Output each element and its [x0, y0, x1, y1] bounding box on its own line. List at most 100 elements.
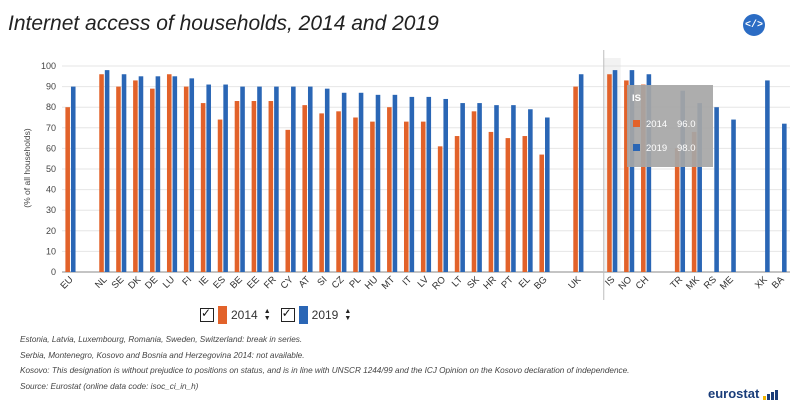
- bar-2014-SI[interactable]: [319, 113, 324, 272]
- bar-2014-HU[interactable]: [370, 121, 375, 273]
- bar-2019-ES[interactable]: [223, 84, 228, 272]
- bar-2019-NO[interactable]: [629, 70, 635, 273]
- bar-2019-BA[interactable]: [782, 123, 787, 273]
- bar-2014-EU[interactable]: [65, 107, 70, 272]
- x-tick-label: SI: [315, 274, 329, 288]
- bar-2019-IE[interactable]: [206, 84, 211, 272]
- bar-2019-SE[interactable]: [121, 74, 127, 272]
- y-tick-label: 20: [46, 226, 56, 236]
- legend-label-2019: 2019: [311, 308, 339, 322]
- bar-2019-IT[interactable]: [409, 96, 415, 273]
- bar-2014-CY[interactable]: [285, 129, 291, 272]
- bar-2014-BE[interactable]: [234, 101, 240, 272]
- x-tick-label: CY: [279, 274, 297, 292]
- x-tick-label: HR: [481, 274, 499, 292]
- bar-2014-PT[interactable]: [505, 138, 511, 272]
- x-tick-label: AT: [297, 274, 313, 290]
- bar-2019-LV[interactable]: [426, 96, 432, 273]
- bar-2014-UK[interactable]: [573, 86, 578, 272]
- bar-2019-FR[interactable]: [274, 86, 279, 272]
- bar-2014-LU[interactable]: [166, 74, 172, 272]
- logo-bars-icon: [762, 389, 778, 400]
- bar-2014-NO[interactable]: [624, 80, 629, 272]
- bar-2019-NL[interactable]: [104, 70, 110, 273]
- bar-2014-AT[interactable]: [302, 105, 307, 272]
- bar-2014-BG[interactable]: [539, 154, 545, 272]
- bar-2019-EE[interactable]: [257, 86, 262, 272]
- bar-2014-IE[interactable]: [200, 103, 206, 272]
- bar-2019-BG[interactable]: [545, 117, 550, 273]
- bar-2019-CH[interactable]: [646, 74, 652, 272]
- bar-2014-EL[interactable]: [522, 136, 528, 272]
- x-tick-label: XK: [753, 274, 770, 291]
- legend-swatch-2014: [218, 306, 227, 324]
- x-tick-label: PL: [347, 274, 363, 290]
- bar-2019-TR[interactable]: [680, 90, 686, 272]
- embed-code-button[interactable]: </>: [743, 14, 765, 36]
- bar-2019-FI[interactable]: [189, 78, 195, 272]
- bar-2014-MT[interactable]: [387, 107, 392, 272]
- bar-2019-ME[interactable]: [731, 119, 736, 272]
- bar-2014-FR[interactable]: [268, 101, 274, 272]
- bar-2019-PT[interactable]: [511, 105, 516, 272]
- bar-2019-EL[interactable]: [528, 109, 533, 272]
- bar-2019-XK[interactable]: [765, 80, 770, 272]
- tooltip-value: 96.0: [677, 119, 696, 130]
- bar-2014-LV[interactable]: [420, 121, 426, 273]
- bar-2019-MT[interactable]: [392, 94, 398, 272]
- bar-2019-LT[interactable]: [460, 103, 465, 272]
- bar-2019-IS[interactable]: [612, 70, 618, 273]
- bar-2014-DE[interactable]: [150, 88, 155, 272]
- bar-2019-SI[interactable]: [324, 88, 330, 272]
- bar-2014-NL[interactable]: [99, 74, 104, 272]
- bar-2019-EU[interactable]: [70, 86, 76, 272]
- tooltip-box: IS 2014 96.0 2019 98.0: [627, 85, 713, 167]
- bar-2014-MK[interactable]: [691, 131, 697, 272]
- footnote: Serbia, Montenegro, Kosovo and Bosnia an…: [20, 350, 305, 360]
- bar-2014-HR[interactable]: [488, 131, 494, 272]
- bar-2014-IT[interactable]: [403, 121, 409, 273]
- y-tick-label: 10: [46, 246, 56, 256]
- x-tick-label: NL: [93, 274, 109, 290]
- checkbox-icon[interactable]: [200, 306, 214, 322]
- bar-2019-MK[interactable]: [697, 103, 702, 272]
- x-tick-label: RS: [702, 274, 719, 291]
- bar-2014-SK[interactable]: [471, 111, 477, 272]
- bar-2014-PL[interactable]: [353, 117, 358, 273]
- bar-2014-IS[interactable]: [607, 74, 612, 272]
- bar-2014-EE[interactable]: [251, 101, 257, 272]
- bar-2019-UK[interactable]: [578, 74, 584, 272]
- legend: 2014 ▲▼ 2019 ▲▼: [200, 306, 351, 324]
- bar-2014-LT[interactable]: [454, 136, 460, 272]
- bar-2019-AT[interactable]: [307, 86, 313, 272]
- bar-2019-DE[interactable]: [155, 76, 161, 272]
- bar-2014-CH[interactable]: [641, 84, 646, 272]
- bar-2019-HU[interactable]: [375, 94, 381, 272]
- bar-2014-TR[interactable]: [674, 148, 680, 272]
- checkbox-icon[interactable]: [280, 306, 295, 322]
- bar-2019-DK[interactable]: [138, 76, 144, 272]
- bar-2019-CY[interactable]: [291, 86, 296, 272]
- legend-item-2014[interactable]: 2014 ▲▼: [200, 306, 271, 324]
- y-axis-label: (% of all households): [22, 128, 32, 208]
- tooltip: IS 2014 96.0 2019 98.0: [627, 85, 713, 167]
- bar-2014-CZ[interactable]: [336, 111, 341, 272]
- bar-2019-SK[interactable]: [477, 103, 482, 272]
- bar-2019-HR[interactable]: [494, 105, 499, 272]
- legend-item-2019[interactable]: 2019 ▲▼: [280, 306, 352, 324]
- bar-2014-FI[interactable]: [183, 86, 189, 272]
- bar-2019-RS[interactable]: [714, 107, 719, 272]
- sort-arrows-icon[interactable]: ▲ ▼: [344, 308, 352, 322]
- y-tick-label: 50: [46, 164, 56, 174]
- bar-2019-BE[interactable]: [240, 86, 245, 272]
- bar-2019-CZ[interactable]: [341, 92, 347, 272]
- tooltip-swatch: [633, 120, 640, 127]
- bar-2014-RO[interactable]: [437, 146, 443, 272]
- bar-2014-ES[interactable]: [217, 119, 223, 272]
- bar-2019-RO[interactable]: [443, 98, 449, 273]
- sort-arrows-icon[interactable]: ▲ ▼: [263, 308, 271, 322]
- bar-2014-DK[interactable]: [133, 80, 138, 272]
- bar-2019-LU[interactable]: [172, 76, 178, 272]
- bar-2019-PL[interactable]: [358, 92, 364, 272]
- bar-2014-SE[interactable]: [116, 86, 121, 272]
